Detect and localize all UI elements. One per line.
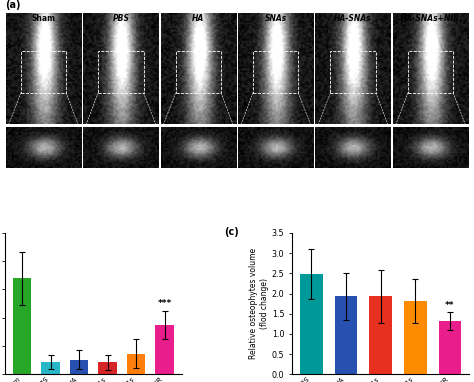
- Text: HA: HA: [192, 14, 204, 23]
- Bar: [176, 51, 221, 93]
- Bar: [99, 362, 117, 374]
- Bar: [83, 128, 159, 168]
- Bar: [438, 321, 461, 374]
- Text: ***: ***: [157, 299, 172, 308]
- Text: (c): (c): [225, 227, 239, 237]
- Y-axis label: Relative osteophytes volume
(flod change): Relative osteophytes volume (flod change…: [249, 248, 269, 359]
- Bar: [315, 128, 391, 168]
- Bar: [127, 354, 146, 374]
- Text: (a): (a): [5, 0, 20, 10]
- Text: **: **: [445, 301, 455, 310]
- Text: PBS: PBS: [112, 14, 129, 23]
- Text: HA-SNAs: HA-SNAs: [334, 14, 372, 23]
- Bar: [98, 51, 144, 93]
- Bar: [335, 296, 357, 374]
- Text: SNAs: SNAs: [264, 14, 287, 23]
- Bar: [393, 13, 468, 123]
- Bar: [253, 51, 298, 93]
- Bar: [369, 296, 392, 374]
- Bar: [6, 128, 81, 168]
- Bar: [41, 362, 60, 374]
- Bar: [393, 128, 468, 168]
- Bar: [238, 13, 313, 123]
- Bar: [83, 13, 159, 123]
- Bar: [21, 51, 66, 93]
- Bar: [13, 278, 31, 374]
- Bar: [330, 51, 376, 93]
- Bar: [70, 360, 88, 374]
- Bar: [408, 51, 453, 93]
- Bar: [161, 13, 236, 123]
- Text: HA-SNAs+NIR: HA-SNAs+NIR: [401, 14, 460, 23]
- Bar: [300, 274, 322, 374]
- Text: Sham: Sham: [31, 14, 55, 23]
- Bar: [238, 128, 313, 168]
- Bar: [315, 13, 391, 123]
- Bar: [6, 13, 81, 123]
- Bar: [155, 325, 174, 374]
- Bar: [404, 301, 427, 374]
- Bar: [161, 128, 236, 168]
